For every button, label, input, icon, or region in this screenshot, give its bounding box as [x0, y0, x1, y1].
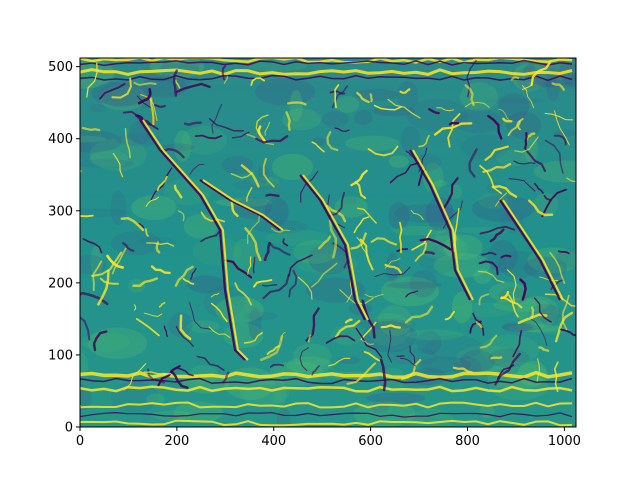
- heatmap-image: [80, 58, 576, 427]
- x-tick-label: 0: [76, 434, 84, 449]
- plot-frame: [79, 57, 577, 428]
- x-tick-label: 400: [261, 434, 286, 449]
- y-tick-label: 500: [48, 60, 73, 75]
- y-tick-label: 0: [65, 421, 73, 436]
- heatmap-texture: [80, 58, 576, 427]
- y-tick-label: 200: [48, 276, 73, 291]
- x-axis: 0 200 400 600 800 1000: [76, 427, 581, 449]
- y-tick-label: 400: [48, 132, 73, 147]
- x-tick-label: 800: [455, 434, 480, 449]
- y-tick-label: 300: [48, 204, 73, 219]
- y-axis: 0 100 200 300 400 500: [48, 60, 80, 436]
- y-tick-label: 100: [48, 348, 73, 363]
- x-tick-label: 600: [358, 434, 383, 449]
- x-tick-label: 200: [164, 434, 189, 449]
- x-tick-label: 1000: [548, 434, 581, 449]
